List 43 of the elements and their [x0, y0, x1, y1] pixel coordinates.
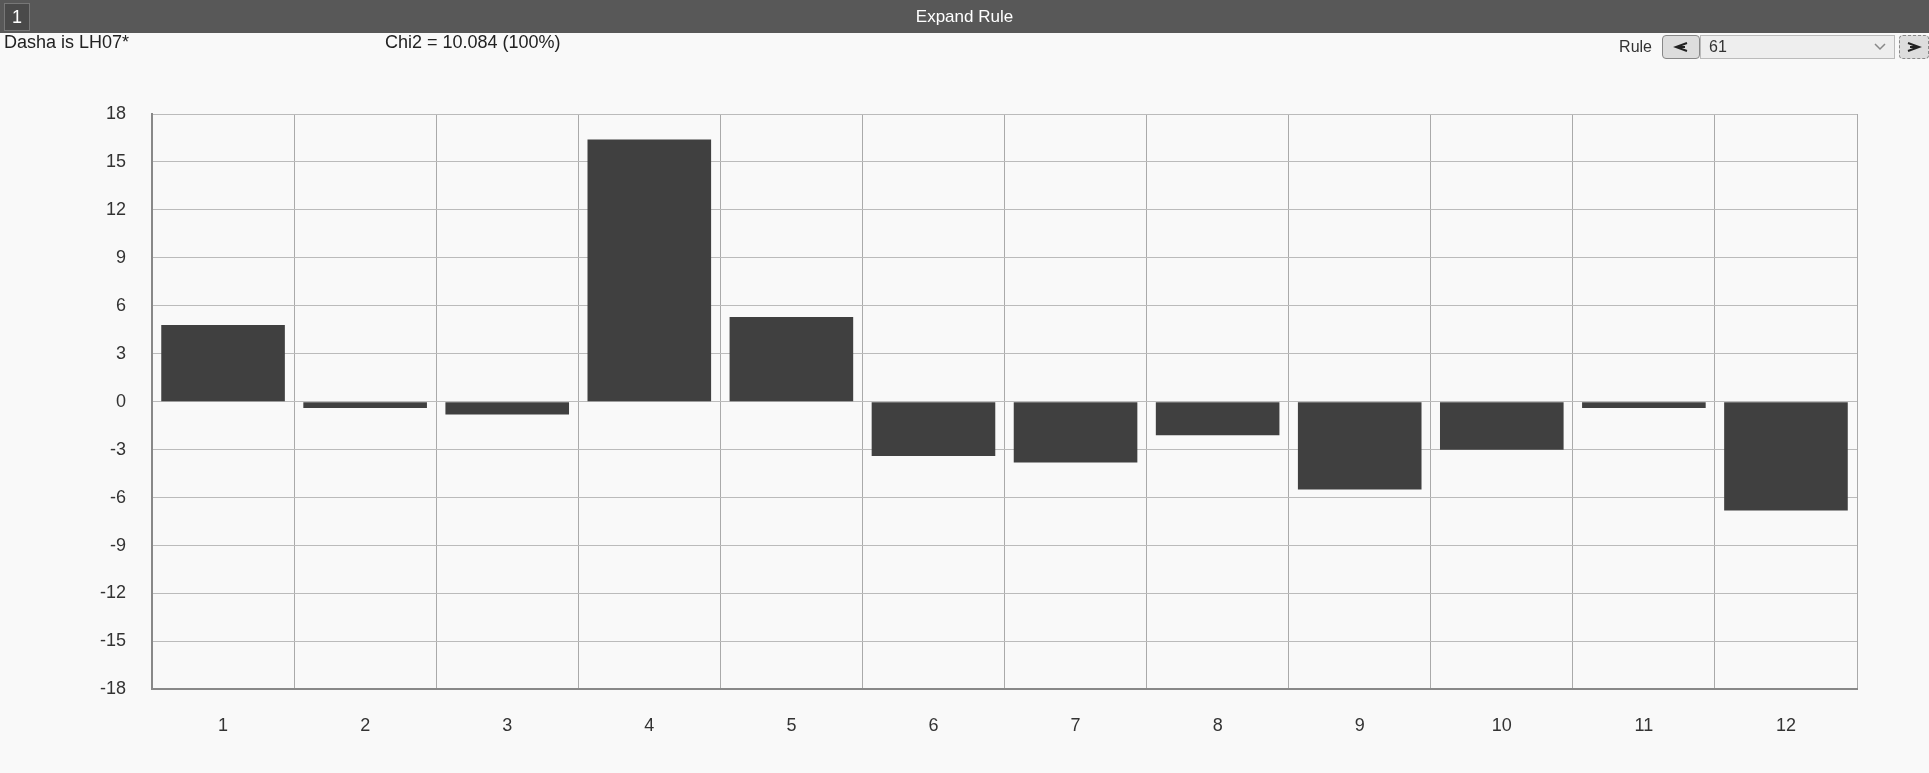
- y-tick-label: -9: [110, 534, 127, 555]
- bar: [1439, 402, 1564, 450]
- y-tick-label: 18: [105, 102, 127, 123]
- x-tick-label: 7: [1070, 715, 1081, 736]
- x-tick-label: 9: [1354, 715, 1365, 736]
- x-tick-label: 4: [644, 715, 655, 736]
- y-tick-label: 12: [105, 198, 127, 219]
- y-tick-label: -3: [110, 438, 127, 459]
- x-tick-label: 5: [786, 715, 797, 736]
- x-tick-label: 10: [1491, 715, 1512, 736]
- x-tick-label: 6: [928, 715, 939, 736]
- x-tick-label: 3: [502, 715, 513, 736]
- y-tick-label: 3: [116, 342, 127, 363]
- bar: [871, 402, 996, 457]
- bar: [1013, 402, 1138, 463]
- bar: [1582, 402, 1706, 409]
- chart-title: Expand Rule: [915, 7, 1014, 26]
- bar: [445, 402, 570, 415]
- x-tick-label: 1: [218, 715, 229, 736]
- bar: [729, 316, 854, 402]
- y-tick-label: -18: [100, 678, 127, 699]
- y-tick-label: -6: [110, 486, 127, 507]
- bar: [587, 139, 712, 402]
- bar: [1155, 402, 1280, 436]
- x-tick-label: 12: [1775, 715, 1796, 736]
- text: Chi2 = 10.084 (100%): [385, 32, 561, 53]
- y-tick-label: -15: [100, 630, 127, 651]
- x-tick-label: 11: [1634, 715, 1654, 736]
- bar: [303, 402, 427, 409]
- bar: [1297, 402, 1422, 490]
- y-tick-label: 9: [116, 246, 127, 267]
- bar: [161, 324, 285, 402]
- y-tick-label: 6: [116, 294, 127, 315]
- text: Rule: [1619, 38, 1652, 56]
- y-tick-label: 15: [105, 150, 127, 171]
- x-tick-label: 8: [1212, 715, 1223, 736]
- text: Dasha is LH07*: [4, 32, 130, 53]
- x-tick-label: 2: [360, 715, 371, 736]
- text: 1: [4, 3, 30, 31]
- text: 61: [1709, 38, 1727, 56]
- y-tick-label: -12: [100, 582, 127, 603]
- y-tick-label: 0: [116, 390, 127, 411]
- bar: [1724, 402, 1848, 511]
